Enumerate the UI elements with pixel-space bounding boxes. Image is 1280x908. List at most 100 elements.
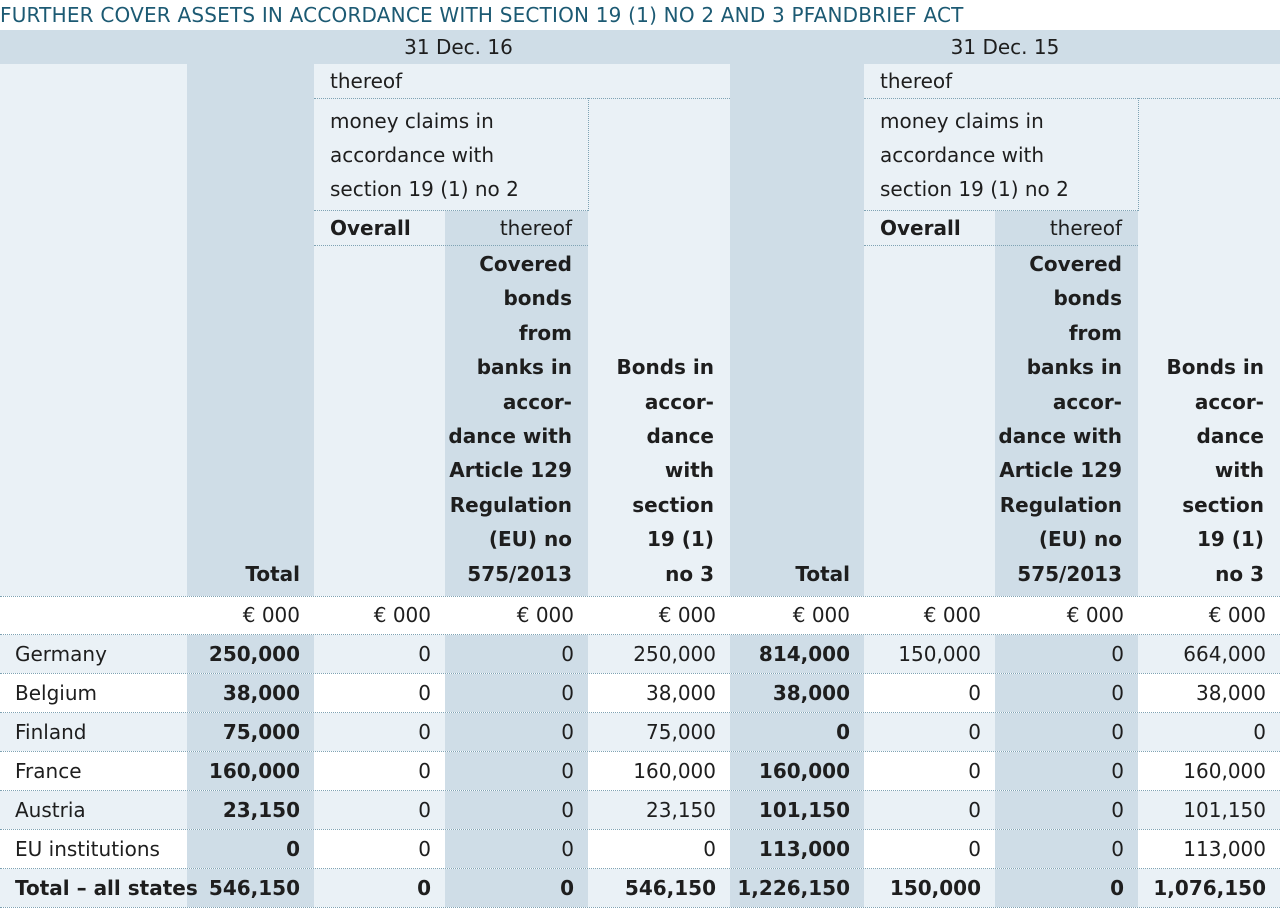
cell-value: 0 <box>836 720 850 744</box>
shaded-col-bg <box>995 752 1138 790</box>
cell-value: 38,000 <box>772 681 850 705</box>
covered-bonds-label: (EU) no <box>1038 527 1122 552</box>
row-label: France <box>15 759 82 783</box>
cell-value: 75,000 <box>646 720 716 744</box>
covered-bonds-label: banks in <box>476 355 572 380</box>
row-label: Belgium <box>15 681 97 705</box>
cell-value: 250,000 <box>208 642 300 666</box>
row-divider <box>0 868 1280 869</box>
cell-value: 0 <box>418 837 431 861</box>
bonds-in-label: with <box>1214 458 1264 483</box>
row-divider <box>0 673 1280 674</box>
bonds-in-label: Bonds in <box>616 355 715 380</box>
bonds-in-label: section <box>1182 492 1264 517</box>
total-col-header-bg <box>730 64 864 596</box>
cell-value: 0 <box>418 681 431 705</box>
total-value: 1,226,150 <box>737 876 850 900</box>
total-row-label: Total – all states <box>15 876 198 900</box>
row-label: Austria <box>15 798 86 822</box>
covered-bonds-label: bonds <box>503 286 572 311</box>
shaded-col-bg <box>995 869 1138 907</box>
money-claims-label: section 19 (1) no 2 <box>330 177 519 201</box>
thereof-sub-label: thereof <box>1049 216 1122 240</box>
covered-bonds-label: dance with <box>998 424 1122 448</box>
bonds-in-label: 19 (1) <box>647 527 714 552</box>
cell-value: 0 <box>418 798 431 822</box>
unit-label: € 000 <box>373 603 431 627</box>
header-col-divider <box>1138 98 1139 211</box>
cell-value: 0 <box>286 837 300 861</box>
covered-bonds-label: banks in <box>1026 355 1122 380</box>
overall-label: Overall <box>330 216 411 240</box>
covered-bonds-label: accor- <box>1052 389 1122 414</box>
bonds-in-label: no 3 <box>1215 561 1264 586</box>
bonds-in-label: dance <box>646 424 714 448</box>
unit-label: € 000 <box>792 603 850 627</box>
cell-value: 0 <box>968 759 981 783</box>
unit-label: € 000 <box>1066 603 1124 627</box>
cell-value: 0 <box>1111 681 1124 705</box>
thereof-sub-label: thereof <box>499 216 572 240</box>
total-value: 0 <box>1110 876 1124 900</box>
cell-value: 0 <box>1111 642 1124 666</box>
cell-value: 38,000 <box>222 681 300 705</box>
shaded-col-bg <box>187 830 314 868</box>
cell-value: 0 <box>418 642 431 666</box>
shaded-col-bg <box>187 752 314 790</box>
bonds-in-label: 19 (1) <box>1197 527 1264 552</box>
money-claims-label: section 19 (1) no 2 <box>880 177 1069 201</box>
covered-bonds-label: bonds <box>1053 286 1122 311</box>
total-col-header-bg <box>187 64 314 596</box>
period-header-band <box>0 30 1280 64</box>
shaded-col-bg <box>730 869 864 907</box>
cell-value: 0 <box>561 720 574 744</box>
covered-bonds-label: accor- <box>502 389 572 414</box>
covered-bonds-label: from <box>1068 320 1122 345</box>
covered-bonds-header-bg <box>995 211 1138 596</box>
shaded-col-bg <box>995 791 1138 829</box>
unit-label: € 000 <box>923 603 981 627</box>
cell-value: 0 <box>703 837 716 861</box>
cell-value: 0 <box>561 759 574 783</box>
shaded-col-bg <box>187 635 314 673</box>
row-divider <box>0 634 1280 635</box>
covered-bonds-label: Regulation <box>449 492 572 517</box>
unit-label: € 000 <box>1208 603 1266 627</box>
header-divider <box>864 245 1138 246</box>
unit-label: € 000 <box>242 603 300 627</box>
shaded-col-bg <box>445 869 588 907</box>
shaded-col-bg <box>730 830 864 868</box>
shaded-col-bg <box>187 869 314 907</box>
cell-value: 160,000 <box>208 759 300 783</box>
header-divider <box>314 245 588 246</box>
cell-value: 0 <box>561 837 574 861</box>
header-divider <box>314 210 588 211</box>
row-divider <box>0 829 1280 830</box>
money-claims-label: money claims in <box>880 109 1044 133</box>
cell-value: 0 <box>1111 759 1124 783</box>
cell-value: 664,000 <box>1183 642 1266 666</box>
bonds-in-label: Bonds in <box>1166 355 1265 380</box>
money-claims-label: accordance with <box>330 143 495 167</box>
cell-value: 38,000 <box>646 681 716 705</box>
shaded-col-bg <box>445 635 588 673</box>
cell-value: 160,000 <box>1183 759 1266 783</box>
unit-label: € 000 <box>658 603 716 627</box>
cell-value: 0 <box>418 759 431 783</box>
shaded-col-bg <box>730 713 864 751</box>
cell-value: 0 <box>968 837 981 861</box>
total-value: 0 <box>417 876 431 900</box>
header-bottom-divider <box>0 596 1280 597</box>
money-claims-label: money claims in <box>330 109 494 133</box>
shaded-col-bg <box>445 713 588 751</box>
row-label: Finland <box>15 720 87 744</box>
cell-value: 0 <box>968 720 981 744</box>
covered-bonds-label: 575/2013 <box>1017 561 1122 586</box>
thereof-label: thereof <box>880 69 953 93</box>
cell-value: 0 <box>968 681 981 705</box>
header-divider <box>314 98 730 99</box>
total-value: 0 <box>560 876 574 900</box>
shaded-col-bg <box>995 830 1138 868</box>
cell-value: 0 <box>418 720 431 744</box>
period-label: 31 Dec. 16 <box>404 35 513 59</box>
